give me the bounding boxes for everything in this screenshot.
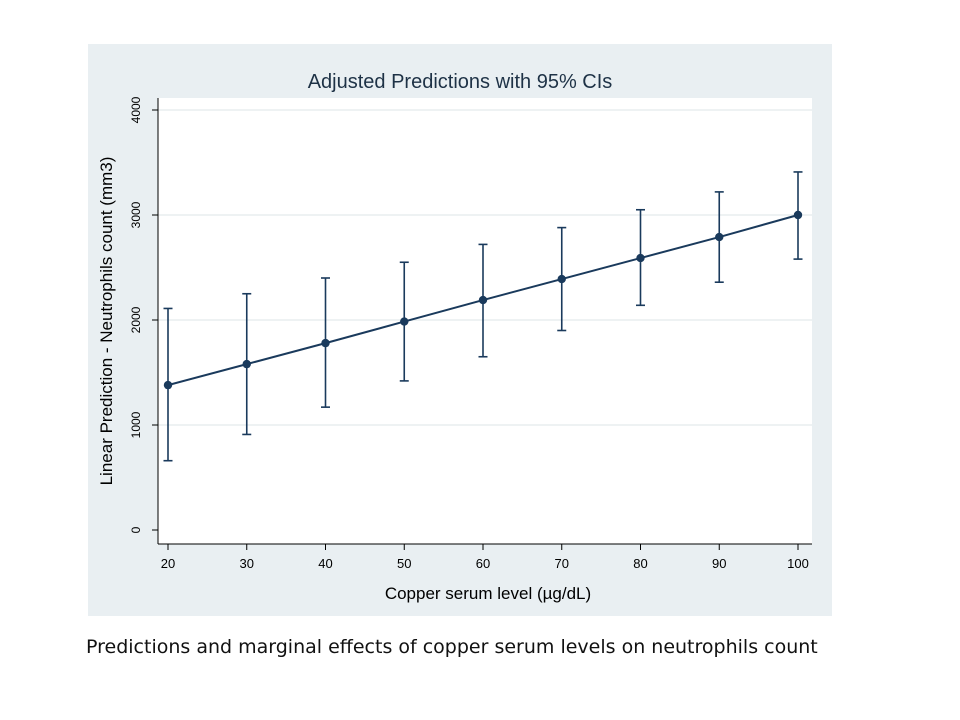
x-tick-label: 70 [555, 556, 569, 571]
axis-ticks: 0 1000 2000 3000 4000 20 30 40 50 60 70 80 90 100 [129, 96, 809, 571]
y-tick-label: 1000 [129, 411, 143, 438]
prediction-point [793, 210, 803, 220]
x-tick-label: 80 [633, 556, 647, 571]
prediction-point [400, 317, 409, 326]
prediction-point [557, 274, 566, 284]
prediction-point [242, 359, 251, 369]
gridlines [158, 109, 812, 426]
prediction-point [715, 232, 724, 242]
prediction-point [478, 295, 488, 305]
y-tick-label: 3000 [129, 201, 143, 228]
figure-caption: Predictions and marginal effects of copp… [86, 636, 818, 658]
y-tick-label: 0 [129, 526, 143, 533]
x-tick-label: 50 [397, 556, 411, 571]
y-tick-label: 4000 [129, 96, 143, 123]
prediction-point [321, 338, 330, 348]
y-axis-label: Linear Prediction - Neutrophils count (m… [97, 157, 116, 486]
x-tick-label: 100 [787, 556, 809, 571]
x-tick-label: 60 [476, 556, 490, 571]
x-axis-label: Copper serum level (µg/dL) [385, 584, 591, 603]
x-tick-label: 40 [318, 556, 332, 571]
prediction-point [636, 253, 645, 263]
prediction-point [163, 380, 173, 390]
series-layer [163, 171, 803, 462]
x-tick-label: 90 [712, 556, 726, 571]
chart-title: Adjusted Predictions with 95% CIs [308, 71, 613, 93]
chart-panel: 0 1000 2000 3000 4000 20 30 40 50 60 70 80 90 100 Adj… [88, 44, 832, 616]
chart: 0 1000 2000 3000 4000 20 30 40 50 60 70 80 90 100 Adj… [97, 71, 812, 603]
x-tick-label: 30 [240, 556, 254, 571]
x-tick-label: 20 [161, 556, 175, 571]
plot-area [158, 98, 812, 544]
y-tick-label: 2000 [129, 306, 143, 333]
